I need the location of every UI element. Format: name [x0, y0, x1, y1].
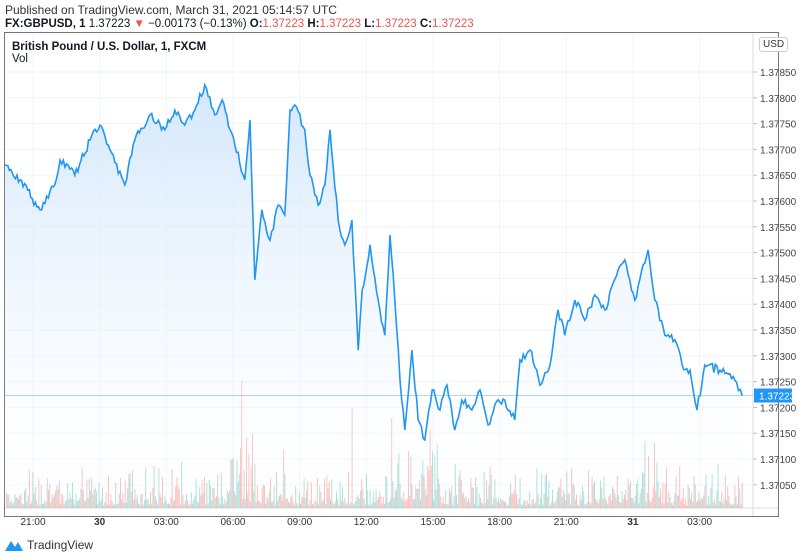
symbol-bar: FX:GBPUSD, 1 1.37223 ▼ −0.00173 (−0.13%)…: [5, 18, 474, 30]
low-value: 1.37223: [375, 18, 417, 30]
price-line: [4, 82, 743, 442]
y-tick-label: 1.37800: [760, 94, 797, 105]
y-tick-label: 1.37700: [760, 145, 797, 156]
x-tick-label: 03:00: [687, 517, 712, 528]
y-tick-label: 1.37200: [760, 403, 797, 414]
y-tick-label: 1.37550: [760, 223, 797, 234]
y-tick-label: 1.37350: [760, 326, 797, 337]
symbol-name: FX:GBPUSD, 1: [5, 18, 86, 30]
x-tick-label: 30: [94, 517, 106, 528]
low-label: L:: [364, 18, 376, 30]
y-tick-label: 1.37050: [760, 481, 797, 492]
x-tick-label: 15:00: [420, 517, 445, 528]
price-area: [4, 84, 743, 509]
last-price: 1.37223: [88, 18, 131, 30]
x-tick-label: 31: [627, 517, 639, 528]
down-arrow-icon: ▼: [133, 18, 145, 30]
x-tick-label: 21:00: [20, 517, 45, 528]
chart-frame: [4, 32, 779, 517]
close-value: 1.37223: [432, 18, 474, 30]
tradingview-logo-icon: [5, 541, 23, 551]
published-caption: Published on TradingView.com, March 31, …: [5, 3, 337, 17]
x-tick-label: 18:00: [487, 517, 512, 528]
x-tick-label: 03:00: [154, 517, 179, 528]
open-label: O:: [249, 18, 263, 30]
y-tick-label: 1.37300: [760, 352, 797, 363]
x-tick-label: 06:00: [220, 517, 245, 528]
y-tick-label: 1.37400: [760, 300, 797, 311]
y-tick-label: 1.37500: [760, 249, 797, 260]
close-label: C:: [419, 18, 433, 30]
tradingview-logo: TradingView: [4, 538, 93, 552]
currency-button[interactable]: USD: [759, 37, 789, 52]
high-label: H:: [307, 18, 320, 30]
price-change: −0.00173 (−0.13%): [148, 18, 247, 30]
x-tick-label: 09:00: [287, 517, 312, 528]
last-price-badge: [754, 388, 792, 403]
y-tick-label: 1.37600: [760, 197, 797, 208]
y-tick-label: 1.37100: [760, 455, 797, 466]
last-price-label: 1.37223: [759, 392, 796, 403]
y-tick-label: 1.37850: [760, 68, 797, 79]
y-tick-label: 1.37750: [760, 120, 797, 131]
y-tick-label: 1.37650: [760, 171, 797, 182]
y-tick-label: 1.37250: [760, 378, 797, 389]
y-tick-label: 1.37150: [760, 429, 797, 440]
volume-label: Vol: [12, 53, 28, 65]
brand-name: TradingView: [27, 538, 94, 552]
open-value: 1.37223: [262, 18, 305, 30]
high-value: 1.37223: [319, 18, 362, 30]
chart-title: British Pound / U.S. Dollar, 1, FXCM: [12, 41, 207, 53]
y-tick-label: 1.37450: [760, 274, 797, 285]
x-tick-label: 12:00: [354, 517, 379, 528]
x-tick-label: 21:00: [554, 517, 579, 528]
